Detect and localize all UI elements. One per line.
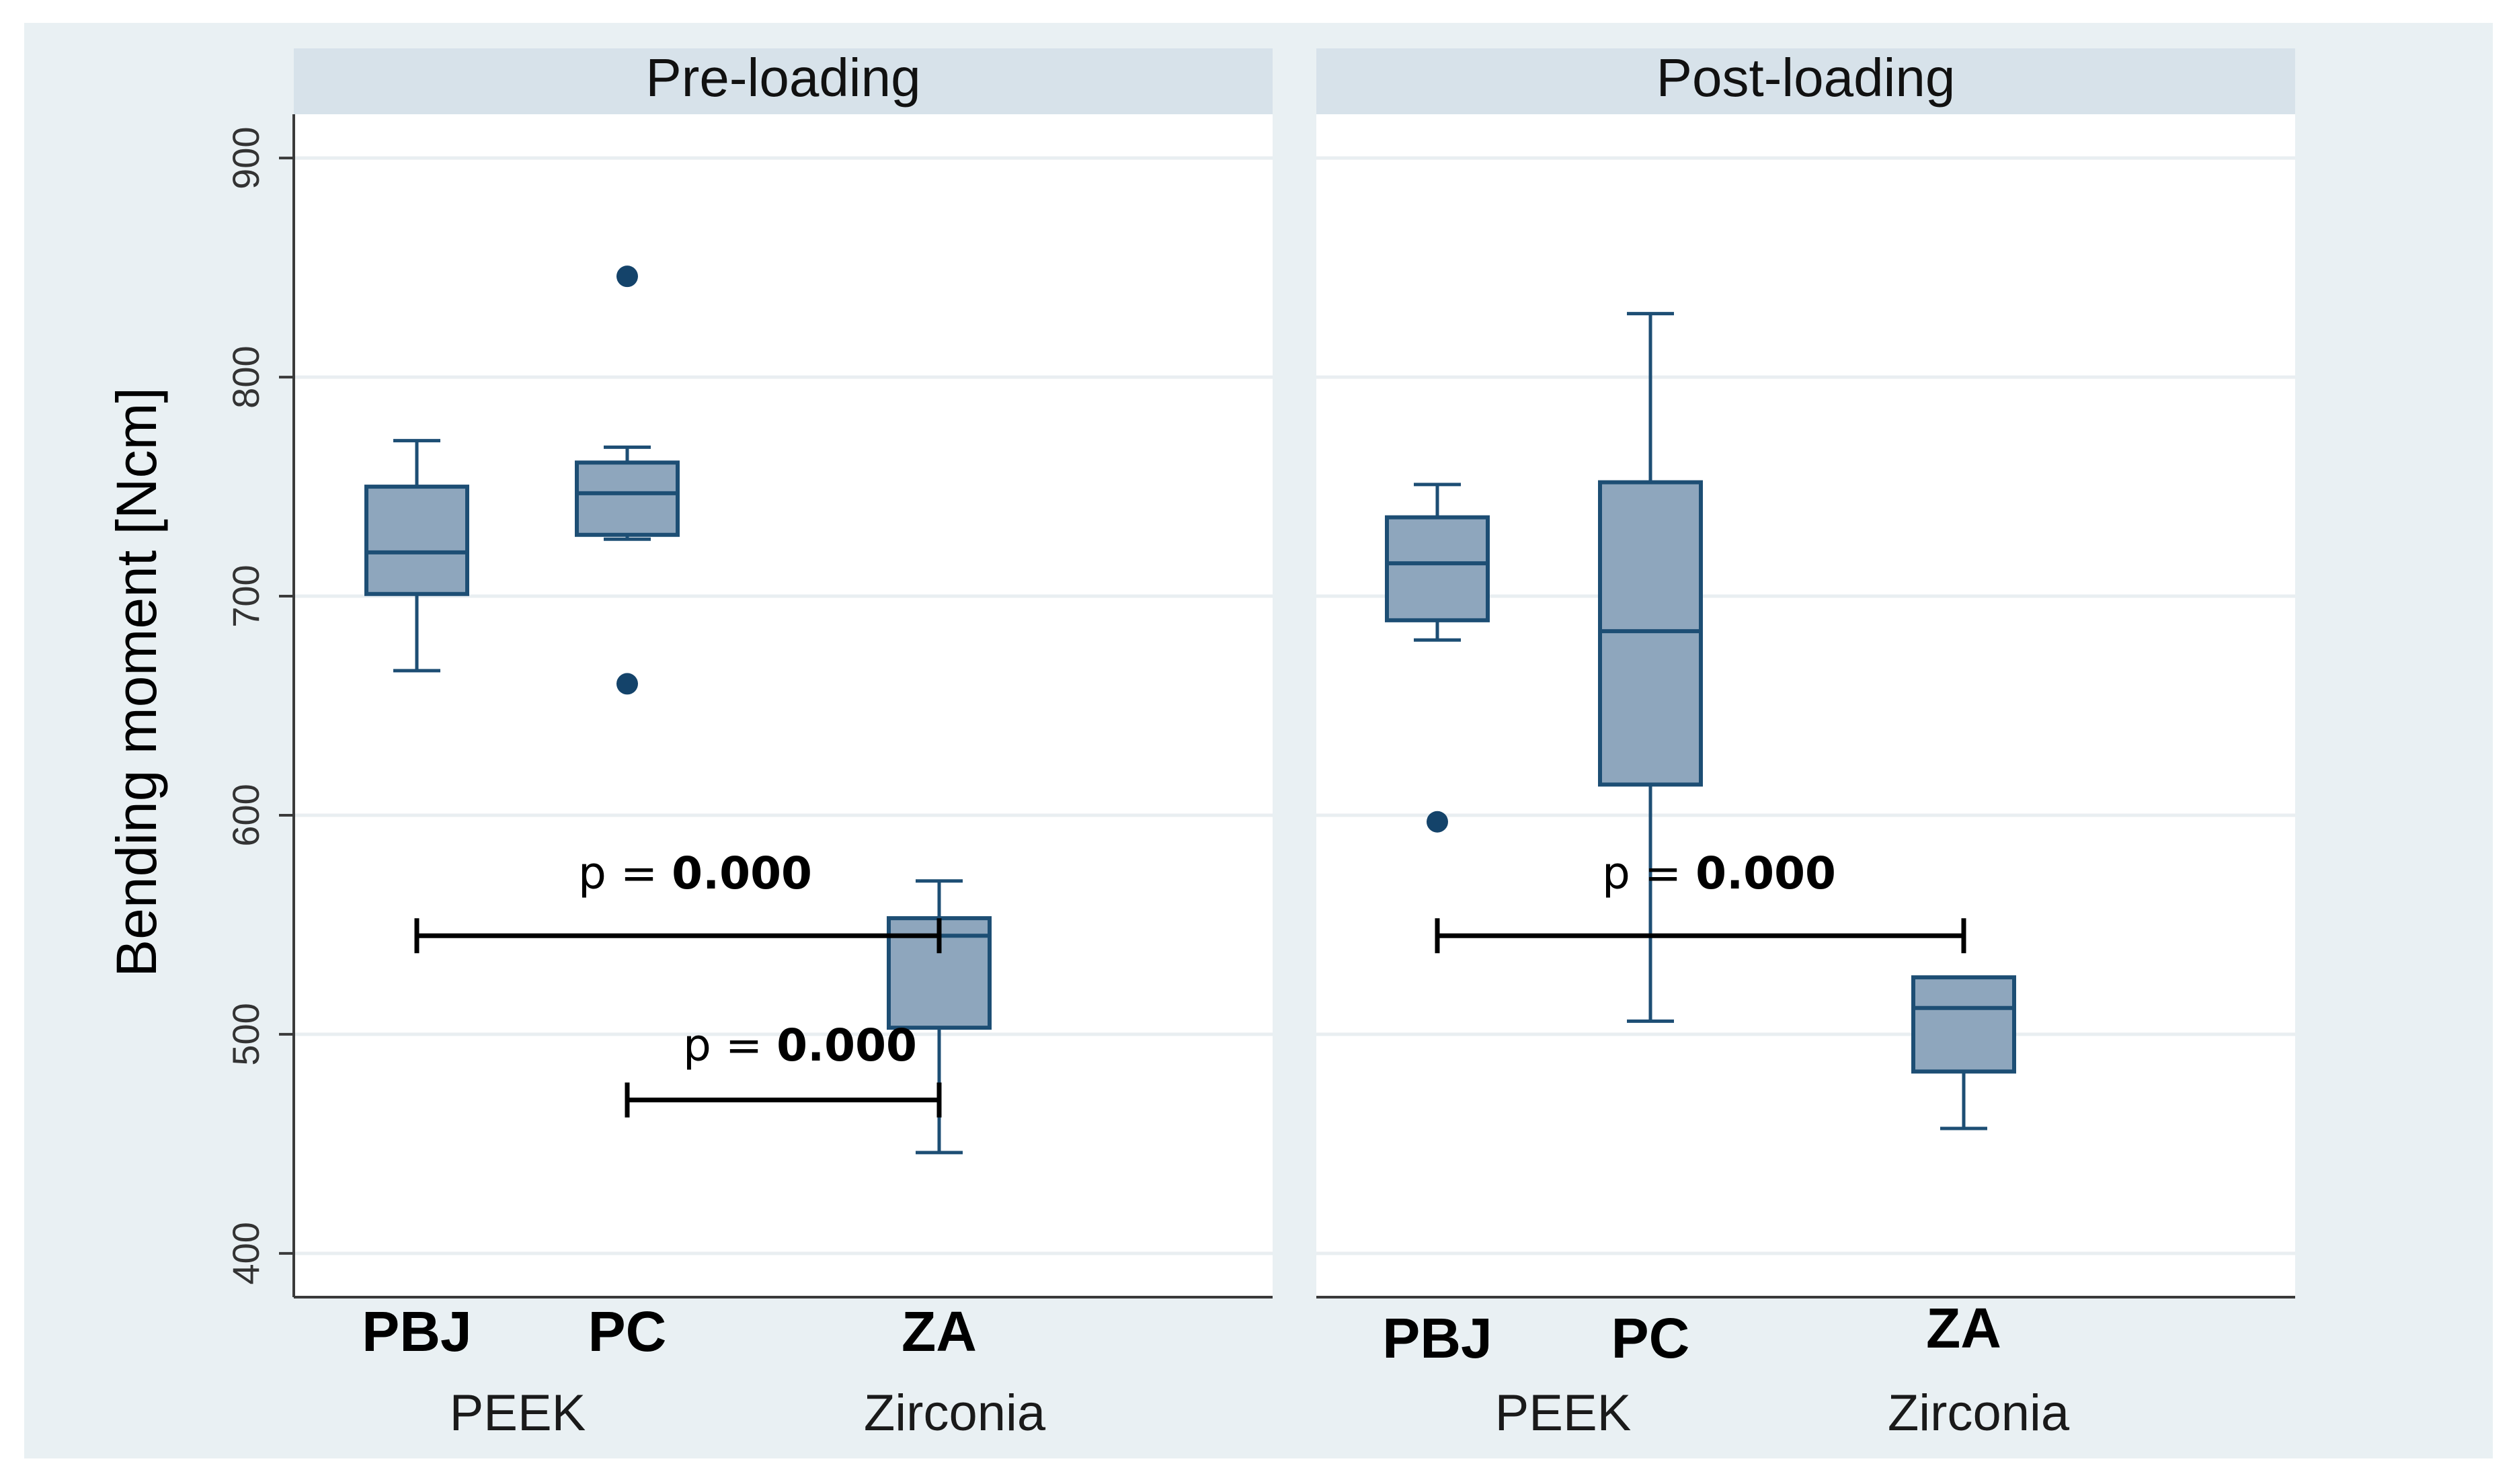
p-value-label: p = 0.000: [1602, 848, 1836, 899]
significance-bracket: p = 0.000: [625, 1020, 942, 1118]
box-pc: [1598, 312, 1703, 1023]
group-label: PEEK: [1495, 1385, 1632, 1442]
group-label: PEEK: [450, 1385, 586, 1442]
box-pc: [575, 265, 680, 695]
box-za: [1911, 975, 2016, 1130]
category-label: PBJ: [1382, 1307, 1492, 1370]
plot-area: [294, 114, 1273, 1297]
plot-area: [1316, 114, 2295, 1297]
p-value: 0.000: [776, 1020, 917, 1071]
y-tick-label: 400: [225, 1222, 267, 1284]
category-label: PC: [1611, 1307, 1690, 1370]
p-prefix: p =: [683, 1020, 776, 1071]
box-iqr: [1911, 975, 2016, 1074]
panel-title-strip: [1316, 48, 2295, 114]
p-value: 0.000: [1695, 848, 1836, 899]
p-value-label: p = 0.000: [578, 848, 812, 899]
significance-bracket: p = 0.000: [1435, 848, 1966, 954]
box-iqr: [575, 460, 680, 537]
p-prefix: p =: [578, 848, 672, 899]
y-tick-label: 800: [225, 345, 267, 408]
panel-post-loading: Post-loading p = 0.000 PBJ PC ZA PEEK Zirconia: [1316, 48, 2295, 1442]
box-iqr: [364, 485, 469, 596]
category-label: PC: [588, 1300, 667, 1363]
outlier-point: [1427, 811, 1448, 833]
y-tick-label: 500: [225, 1003, 267, 1065]
box-pbj: [1385, 483, 1490, 833]
category-label: PBJ: [362, 1300, 471, 1363]
panel-title: Pre-loading: [645, 48, 920, 108]
box-iqr: [1598, 480, 1703, 787]
p-value-label: p = 0.000: [683, 1020, 917, 1071]
y-tick-label: 900: [225, 126, 267, 189]
outlier-point: [616, 673, 638, 695]
significance-bracket: p = 0.000: [414, 848, 942, 954]
group-label: Zirconia: [864, 1385, 1046, 1442]
outlier-point: [616, 265, 638, 288]
y-tick-label: 600: [225, 784, 267, 846]
box-pbj: [364, 439, 469, 673]
p-value: 0.000: [672, 848, 812, 899]
panel-title-strip: [294, 48, 1273, 114]
box-iqr: [1385, 515, 1490, 622]
category-label: ZA: [902, 1300, 977, 1363]
y-tick-label: 700: [225, 565, 267, 627]
p-prefix: p =: [1602, 848, 1695, 899]
y-axis-label: Bending moment [Ncm]: [105, 387, 168, 977]
category-label: ZA: [1926, 1296, 2001, 1360]
group-label: Zirconia: [1888, 1385, 2070, 1442]
panel-title: Post-loading: [1656, 48, 1956, 108]
